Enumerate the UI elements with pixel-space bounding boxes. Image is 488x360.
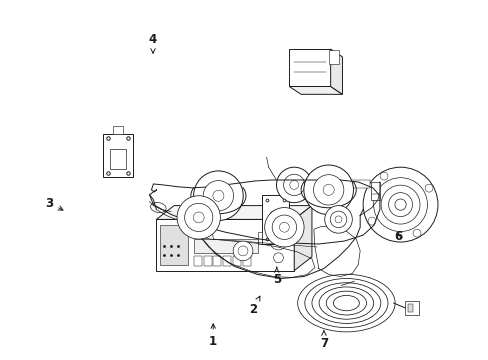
Circle shape bbox=[323, 184, 333, 195]
Polygon shape bbox=[156, 219, 294, 271]
Circle shape bbox=[303, 165, 353, 215]
Bar bbox=[370, 182, 379, 200]
Bar bbox=[160, 225, 187, 265]
Text: 2: 2 bbox=[248, 296, 259, 316]
Bar bbox=[405, 301, 418, 315]
Circle shape bbox=[283, 174, 304, 195]
Circle shape bbox=[380, 185, 419, 224]
Circle shape bbox=[394, 199, 406, 210]
Circle shape bbox=[363, 167, 437, 242]
Bar bbox=[193, 239, 257, 253]
Bar bbox=[110, 149, 125, 169]
Circle shape bbox=[184, 203, 212, 231]
Circle shape bbox=[334, 216, 341, 223]
Bar bbox=[347, 180, 369, 188]
Bar bbox=[407, 304, 412, 312]
Bar bbox=[328, 50, 338, 64]
Circle shape bbox=[203, 181, 233, 211]
Text: 6: 6 bbox=[394, 230, 402, 243]
Bar bbox=[203, 256, 211, 266]
Text: 7: 7 bbox=[319, 331, 327, 350]
Circle shape bbox=[276, 167, 311, 203]
Circle shape bbox=[379, 172, 387, 180]
Bar bbox=[223, 256, 231, 266]
Bar bbox=[289, 49, 330, 86]
Bar bbox=[243, 256, 250, 266]
Circle shape bbox=[424, 184, 432, 192]
Polygon shape bbox=[289, 86, 342, 94]
Polygon shape bbox=[330, 49, 342, 94]
Circle shape bbox=[212, 190, 224, 201]
Circle shape bbox=[324, 206, 351, 233]
Text: 1: 1 bbox=[209, 324, 217, 348]
Circle shape bbox=[273, 253, 283, 263]
Ellipse shape bbox=[150, 203, 166, 213]
Circle shape bbox=[193, 171, 243, 221]
Circle shape bbox=[233, 241, 252, 261]
Circle shape bbox=[193, 212, 203, 223]
Circle shape bbox=[269, 228, 281, 240]
Bar bbox=[233, 256, 241, 266]
Circle shape bbox=[177, 196, 220, 239]
Circle shape bbox=[238, 246, 247, 256]
Circle shape bbox=[279, 222, 289, 232]
Circle shape bbox=[367, 217, 375, 225]
Text: 5: 5 bbox=[272, 267, 280, 286]
Circle shape bbox=[272, 215, 296, 239]
Bar bbox=[103, 134, 132, 177]
Bar bbox=[257, 232, 261, 244]
Circle shape bbox=[412, 229, 420, 237]
Circle shape bbox=[269, 232, 287, 250]
Text: 4: 4 bbox=[148, 33, 157, 53]
Bar bbox=[193, 256, 201, 266]
Circle shape bbox=[269, 211, 281, 222]
Polygon shape bbox=[156, 206, 311, 219]
Bar bbox=[261, 195, 289, 244]
Polygon shape bbox=[294, 206, 311, 271]
Circle shape bbox=[313, 175, 343, 205]
Circle shape bbox=[329, 211, 346, 228]
Bar bbox=[213, 256, 221, 266]
Circle shape bbox=[274, 237, 282, 245]
Bar bbox=[113, 126, 122, 134]
Circle shape bbox=[264, 208, 304, 247]
Circle shape bbox=[373, 178, 427, 231]
Circle shape bbox=[388, 193, 412, 217]
Text: 3: 3 bbox=[45, 197, 63, 210]
Circle shape bbox=[289, 180, 298, 189]
